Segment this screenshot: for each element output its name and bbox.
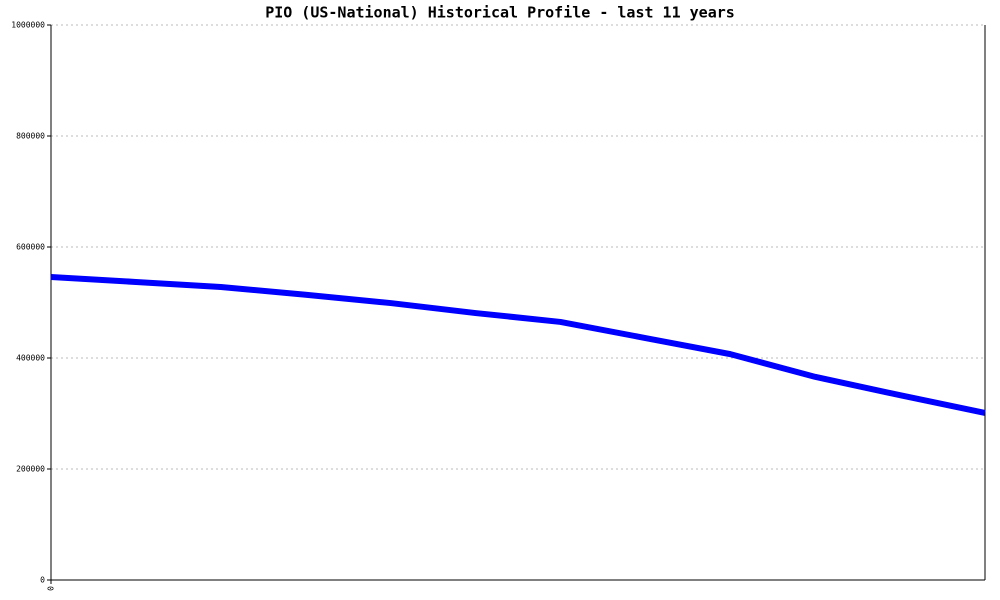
y-tick-label: 1000000 <box>11 21 45 30</box>
y-tick-label: 600000 <box>16 243 45 252</box>
x-tick-label: 0 <box>47 586 56 591</box>
y-tick-label: 800000 <box>16 132 45 141</box>
y-tick-label: 200000 <box>16 465 45 474</box>
data-line <box>50 273 986 416</box>
y-tick-label: 400000 <box>16 354 45 363</box>
chart-title: PIO (US-National) Historical Profile - l… <box>265 4 735 22</box>
y-tick-label: 0 <box>40 576 45 585</box>
